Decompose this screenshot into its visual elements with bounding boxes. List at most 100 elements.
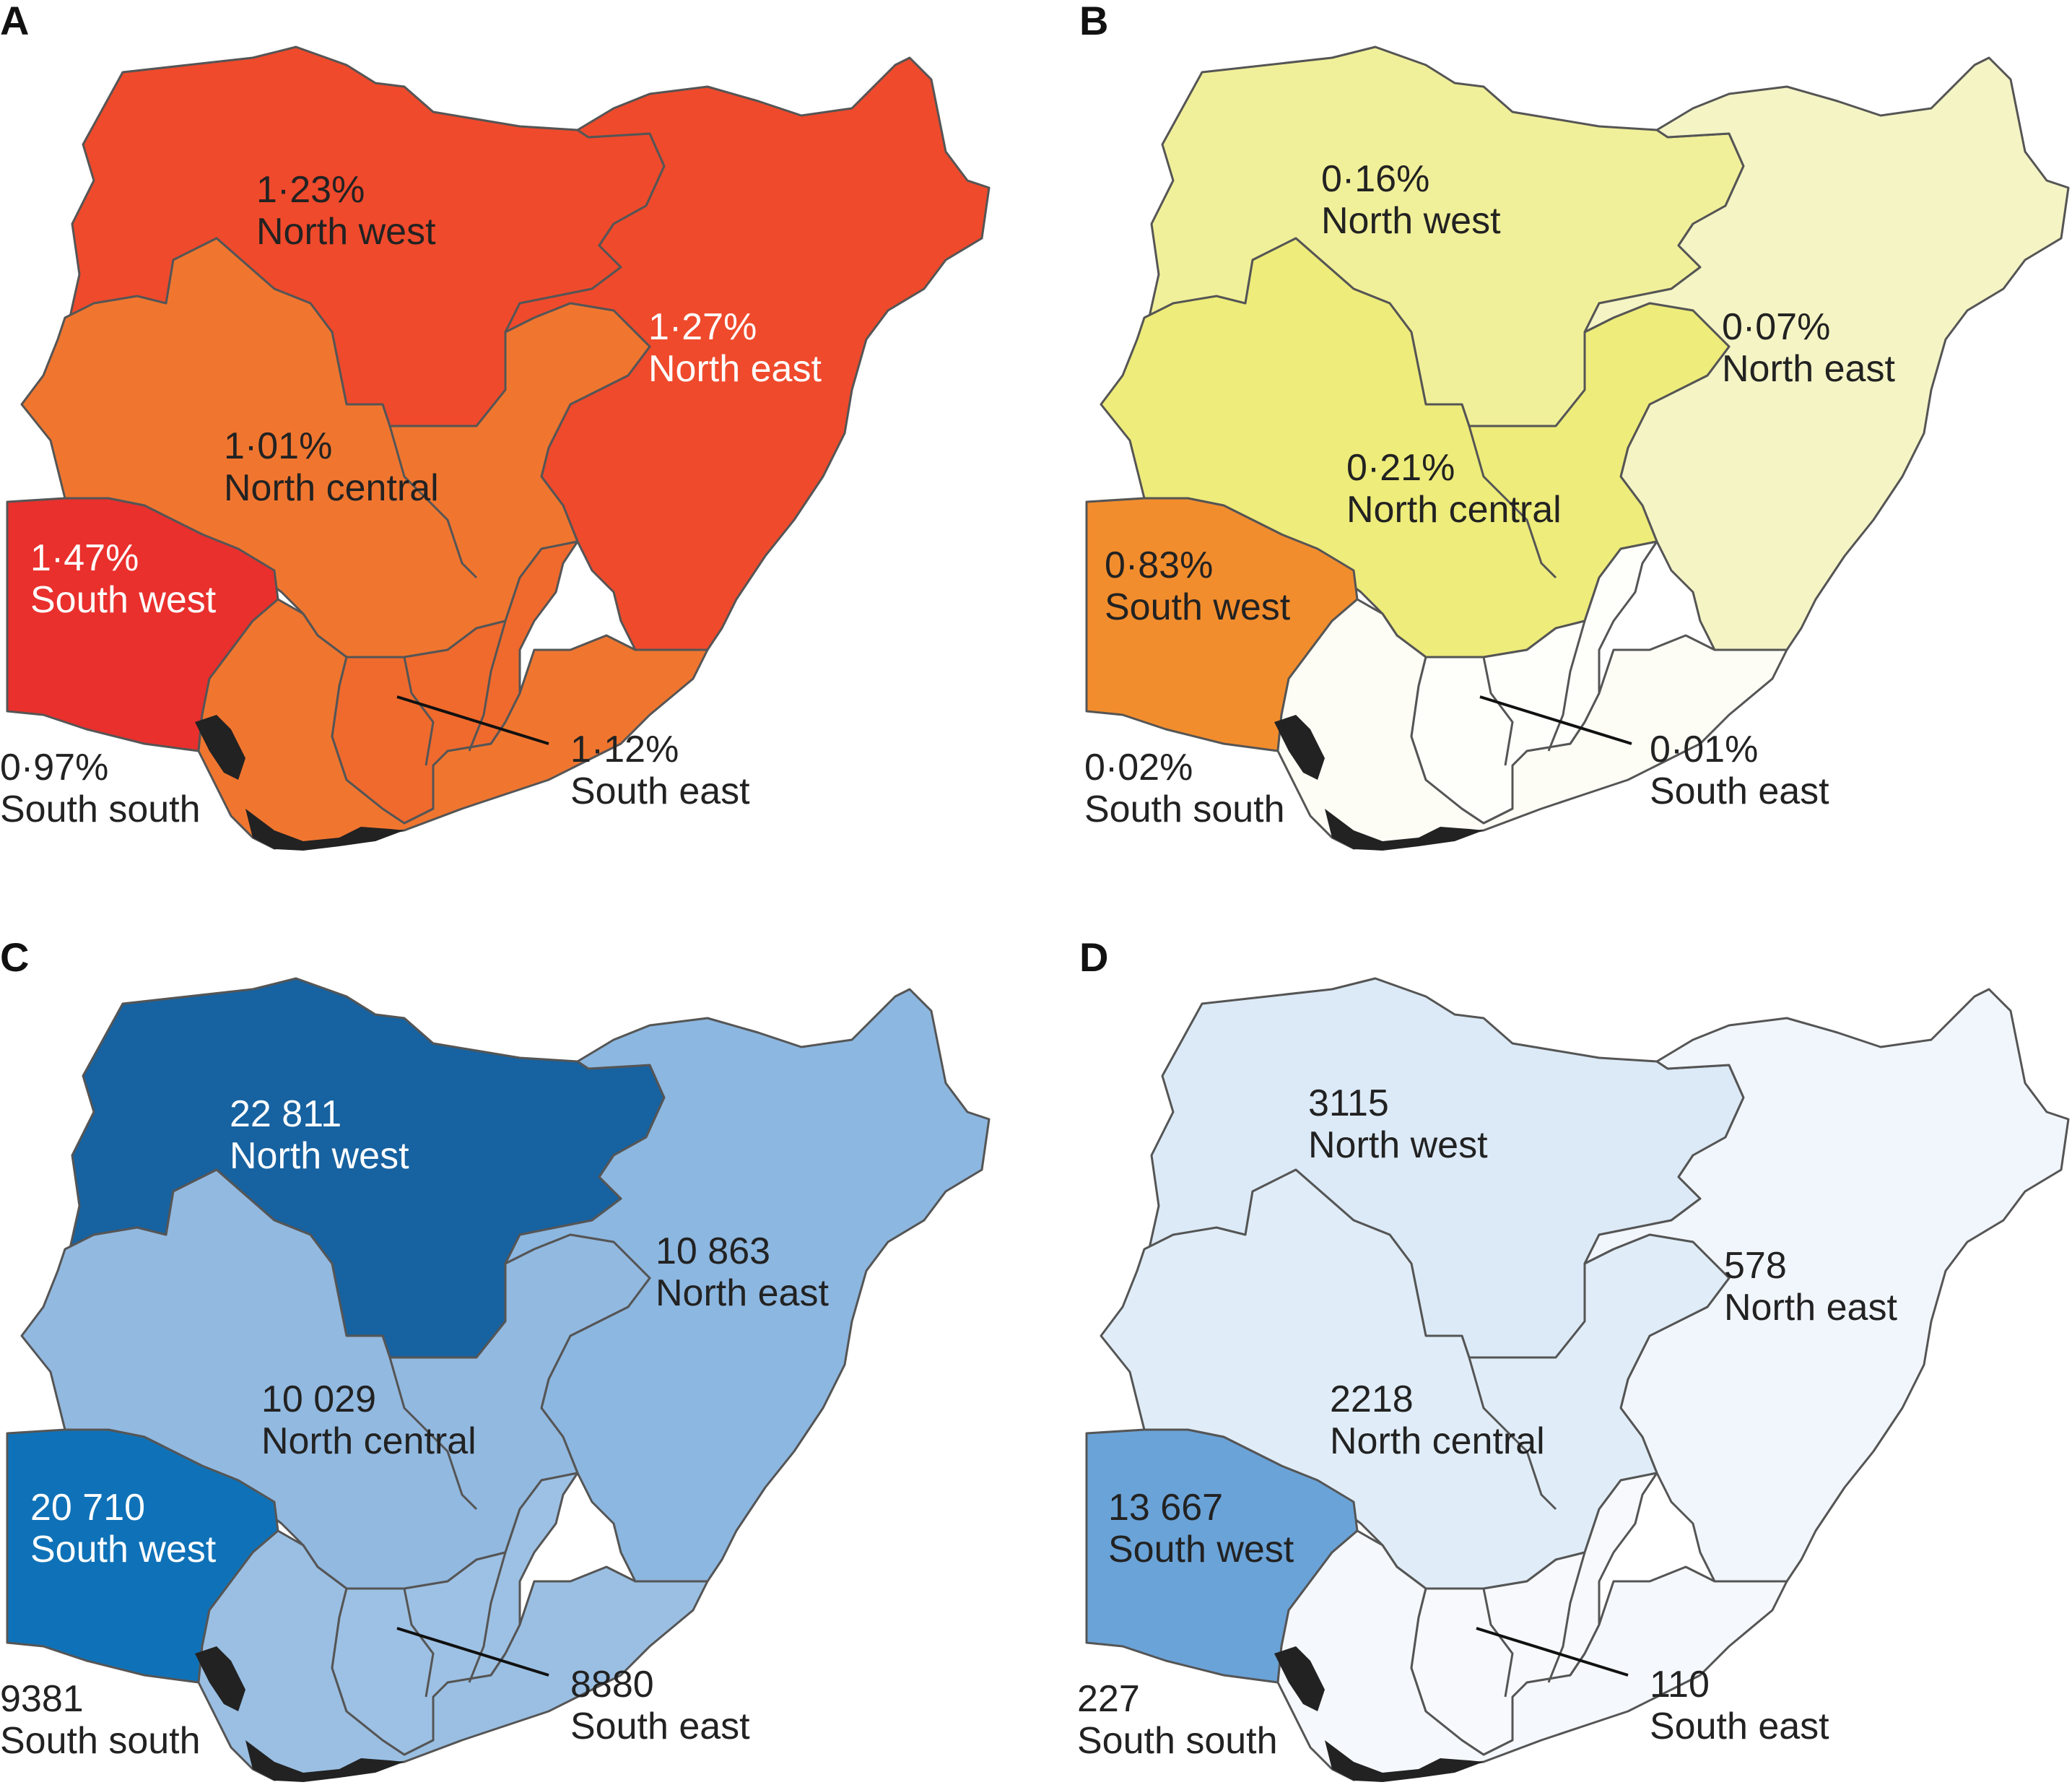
- niger-delta-b: [1274, 715, 1484, 851]
- region-name: South south: [0, 788, 201, 830]
- label-d-north-east: 578 North east: [1724, 1245, 1897, 1329]
- map-a: [6, 45, 991, 851]
- region-name: South south: [0, 1720, 201, 1762]
- region-value: 8880: [570, 1664, 654, 1706]
- region-value: 2218: [1330, 1378, 1414, 1420]
- label-a-south-south: 0·97% South south: [0, 747, 201, 830]
- state-boundary-d: [1547, 1552, 1586, 1683]
- panel-letter-c: C: [0, 934, 29, 980]
- region-value: 9381: [0, 1678, 84, 1720]
- leader-line-c: [396, 1627, 549, 1677]
- label-c-south-west: 20 710 South west: [30, 1487, 217, 1570]
- region-value: 578: [1724, 1245, 1787, 1287]
- label-c-north-central: 10 029 North central: [261, 1378, 476, 1462]
- state-boundary-c: [468, 1552, 507, 1683]
- state-boundary-b: [1547, 620, 1586, 752]
- label-a-south-west: 1·47% South west: [30, 537, 217, 621]
- region-value: 0·01%: [1650, 729, 1758, 770]
- region-name: South east: [570, 770, 750, 812]
- label-d-north-west: 3115 North west: [1308, 1082, 1488, 1166]
- region-value: 10 029: [261, 1378, 376, 1420]
- region-value: 10 863: [656, 1230, 770, 1272]
- state-boundary-d: [1468, 1357, 1557, 1511]
- region-value: 1·12%: [570, 729, 679, 770]
- region-value: 0·97%: [0, 747, 108, 788]
- region-a-south-east: [331, 540, 579, 825]
- panel-a: A 1·23% North west 1·27% North east 1·01% N…: [0, 0, 991, 851]
- panel-letter-b: B: [1079, 0, 1108, 43]
- label-d-south-east: 110 South east: [1650, 1664, 1829, 1747]
- panel-b: B 0·16% North west 0·07% North east 0·21% N…: [1079, 0, 2070, 851]
- region-value: 227: [1077, 1678, 1140, 1720]
- region-value: 0·16%: [1321, 158, 1429, 200]
- region-value: 1·27%: [648, 306, 757, 348]
- label-d-south-south: 227 South south: [1077, 1678, 1278, 1762]
- label-c-south-south: 9381 South south: [0, 1678, 201, 1762]
- panel-c: C 22 811 North west 10 863 North east 10 0…: [0, 934, 991, 1782]
- label-b-south-west: 0·83% South west: [1105, 544, 1291, 628]
- map-b: [1085, 45, 2070, 851]
- state-boundary-a: [468, 620, 507, 752]
- region-value: 0·83%: [1105, 544, 1213, 586]
- region-name: South west: [30, 1529, 217, 1570]
- region-name: South west: [1105, 586, 1291, 628]
- label-c-north-west: 22 811 North west: [230, 1093, 409, 1177]
- panel-letter-d: D: [1079, 934, 1108, 980]
- region-b-south-east: [1410, 540, 1658, 825]
- label-a-north-west: 1·23% North west: [256, 169, 436, 253]
- panel-d: D 3115 North west 578 North east 2218 North…: [1077, 934, 2070, 1782]
- label-d-north-central: 2218 North central: [1330, 1378, 1545, 1462]
- region-name: North east: [1724, 1287, 1897, 1329]
- label-d-south-west: 13 667 South west: [1108, 1487, 1294, 1570]
- region-value: 1·01%: [224, 425, 332, 467]
- state-boundary-b: [1468, 425, 1557, 579]
- label-c-south-east: 8880 South east: [570, 1664, 750, 1747]
- label-b-north-west: 0·16% North west: [1321, 158, 1501, 242]
- region-value: 0·07%: [1722, 306, 1830, 348]
- region-name: North east: [656, 1272, 829, 1314]
- region-name: South west: [1108, 1529, 1294, 1570]
- region-name: South south: [1084, 788, 1285, 830]
- map-d: [1085, 977, 2070, 1782]
- region-name: North west: [1321, 200, 1501, 242]
- panel-letter-a: A: [0, 0, 29, 43]
- region-name: South south: [1077, 1720, 1278, 1762]
- region-value: 0·02%: [1084, 747, 1193, 788]
- region-name: North west: [1308, 1124, 1488, 1166]
- region-name: North central: [1330, 1420, 1545, 1462]
- region-name: North central: [224, 467, 439, 509]
- label-a-north-east: 1·27% North east: [648, 306, 822, 390]
- label-b-north-central: 0·21% North central: [1346, 447, 1562, 531]
- region-name: North west: [256, 211, 436, 253]
- region-name: North central: [1346, 489, 1562, 531]
- region-name: South east: [1650, 770, 1829, 812]
- leader-line-d: [1476, 1627, 1629, 1677]
- state-boundary-b: [1482, 656, 1514, 766]
- region-value: 1·47%: [30, 537, 139, 579]
- region-value: 22 811: [230, 1093, 341, 1135]
- state-boundary-d: [1482, 1588, 1514, 1698]
- state-boundary-c: [388, 1357, 478, 1511]
- region-value: 110: [1650, 1664, 1710, 1706]
- region-value: 0·21%: [1346, 447, 1455, 489]
- label-a-south-east: 1·12% South east: [570, 729, 750, 812]
- niger-delta-c: [195, 1646, 404, 1782]
- region-c-south-east: [331, 1472, 579, 1756]
- region-value: 1·23%: [256, 169, 365, 211]
- region-name: North west: [230, 1135, 409, 1177]
- state-boundary-a: [403, 656, 435, 766]
- state-boundary-c: [403, 1588, 435, 1698]
- map-c: [6, 977, 991, 1782]
- region-name: North east: [1722, 348, 1895, 390]
- state-boundary-a: [388, 425, 478, 579]
- label-c-north-east: 10 863 North east: [656, 1230, 829, 1314]
- leader-line-b: [1479, 695, 1632, 745]
- label-a-north-central: 1·01% North central: [224, 425, 439, 509]
- niger-delta-a: [195, 715, 404, 851]
- region-d-south-east: [1410, 1472, 1658, 1756]
- region-name: North east: [648, 348, 822, 390]
- region-value: 3115: [1308, 1082, 1389, 1124]
- region-value: 20 710: [30, 1487, 145, 1529]
- region-name: South east: [570, 1706, 750, 1747]
